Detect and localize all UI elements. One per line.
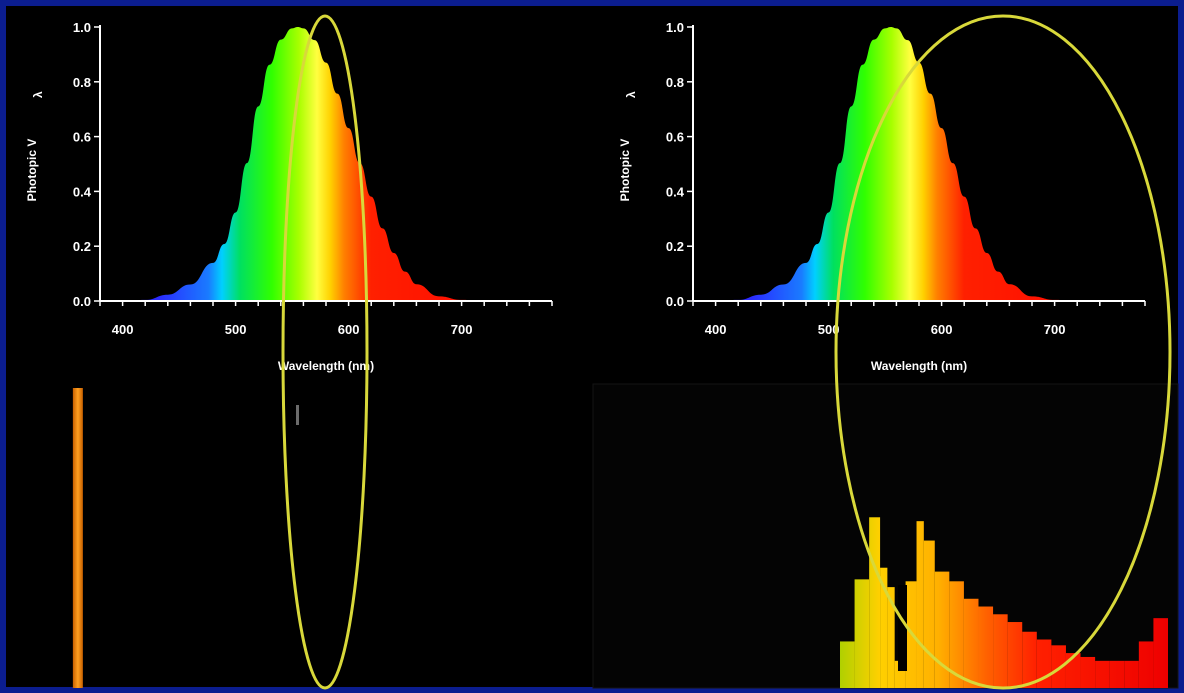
y-axis-title: Photopic V [618, 139, 632, 202]
emission-step-bar [1051, 645, 1066, 688]
y-axis-title-subscript: λ [31, 91, 45, 98]
emission-line-bar [72, 388, 83, 688]
emission-step-bar [934, 571, 950, 688]
emission-gap [898, 585, 907, 671]
sensitivity-chart-1: 400 500 600 700 0.0 0.2 0.4 0.6 0.8 1.0 Wavelength… [25, 20, 553, 373]
y-tick-label: 0.4 [73, 184, 92, 199]
emission-chart-right [592, 383, 1179, 689]
y-tick-label: 1.0 [73, 20, 91, 35]
emission-step-bar [993, 614, 1008, 688]
emission-step-bar [949, 581, 964, 688]
emission-step-bar [1095, 660, 1110, 688]
y-tick-label: 0.0 [73, 294, 91, 309]
y-tick-label: 0.8 [666, 75, 684, 90]
y-tick-label: 0.2 [73, 239, 91, 254]
y-tick-label: 0.0 [666, 294, 684, 309]
emission-step-bar [1109, 660, 1125, 688]
y-axis-title-subscript: λ [624, 91, 638, 98]
sensitivity-chart-2: 400 500 600 700 0.0 0.2 0.4 0.6 0.8 1.0 Wavelength… [618, 20, 1146, 373]
emission-step-bar [916, 521, 924, 688]
left-highlight-ellipse [281, 14, 369, 690]
emission-step-bar [1022, 631, 1037, 688]
x-tick-label: 600 [931, 322, 953, 337]
emission-step-bar [869, 517, 881, 688]
y-tick-label: 1.0 [666, 20, 684, 35]
y-tick-label: 0.6 [666, 130, 684, 145]
x-axis-title: Wavelength (nm) [278, 359, 374, 373]
emission-step-bar [880, 567, 888, 688]
right-highlight-ellipse [834, 14, 1172, 690]
emission-step-bar [1007, 622, 1023, 688]
y-tick-label: 0.8 [73, 75, 91, 90]
emission-step-bar [854, 579, 870, 688]
y-tick-label: 0.4 [666, 184, 685, 199]
y-tick-label: 0.6 [73, 130, 91, 145]
emission-step-bar [923, 540, 935, 688]
emission-step-bar [887, 587, 895, 688]
emission-chart-left [72, 388, 299, 688]
sensitivity-area [100, 27, 552, 301]
x-tick-label: 700 [1044, 322, 1066, 337]
y-tick-label: 0.2 [666, 239, 684, 254]
x-tick-label: 400 [112, 322, 134, 337]
emission-step-bar [1138, 641, 1154, 688]
emission-step-bar [978, 606, 994, 688]
emission-step-bar [1153, 618, 1168, 688]
y-axis-title: Photopic V [25, 139, 39, 202]
x-tick-label: 600 [338, 322, 360, 337]
emission-step-bar [1080, 656, 1096, 688]
emission-step-bar [840, 641, 855, 688]
emission-marker [296, 405, 299, 425]
x-tick-label: 500 [225, 322, 247, 337]
sensitivity-area [693, 27, 1145, 301]
x-tick-label: 500 [818, 322, 840, 337]
emission-step-bar [1124, 660, 1139, 688]
x-tick-label: 400 [705, 322, 727, 337]
x-tick-label: 700 [451, 322, 473, 337]
emission-step-bar [963, 598, 979, 688]
x-axis-title: Wavelength (nm) [871, 359, 967, 373]
emission-step-bar [894, 660, 906, 688]
